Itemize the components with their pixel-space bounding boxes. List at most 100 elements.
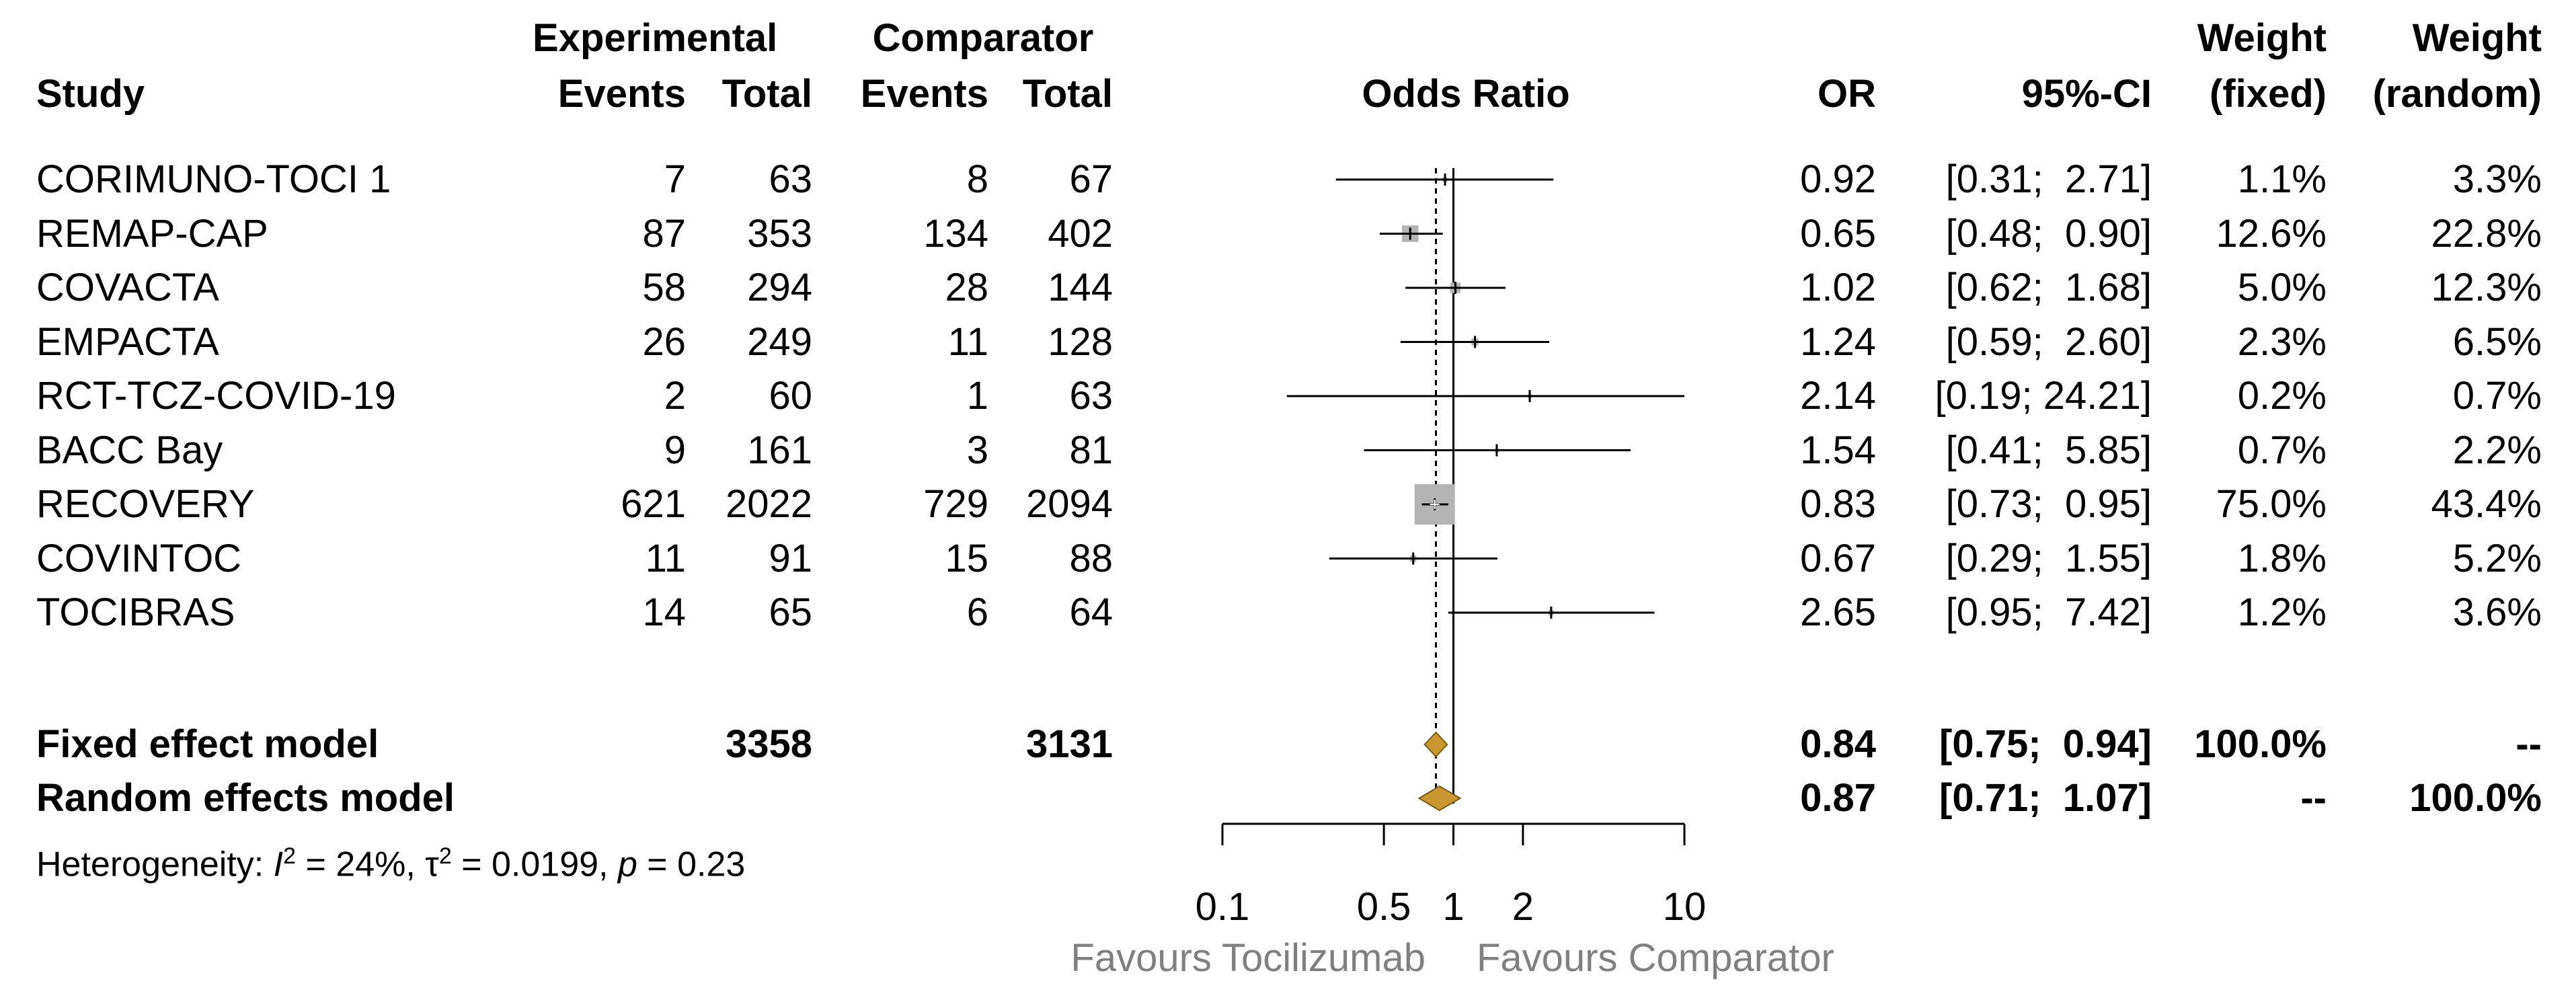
study-name: COVACTA	[36, 266, 219, 309]
study-ci: [0.95; 7.42]	[1945, 590, 2152, 634]
weight-fixed: 1.2%	[2237, 590, 2327, 634]
weight-fixed: 12.6%	[2216, 212, 2327, 256]
header-random: (random)	[2372, 72, 2542, 116]
header-or: OR	[1818, 72, 1876, 116]
exp-total: 91	[769, 537, 812, 580]
exp-events: 87	[642, 212, 686, 256]
weight-fixed: 2.3%	[2237, 320, 2327, 364]
comp-total: 402	[1048, 212, 1113, 256]
exp-events: 11	[645, 537, 686, 580]
study-or: 1.54	[1800, 428, 1876, 472]
study-name: RCT-TCZ-COVID-19	[36, 374, 396, 418]
favours-right-label: Favours Comparator	[1477, 936, 1834, 980]
weight-random: 3.6%	[2452, 590, 2542, 634]
study-ci: [0.31; 2.71]	[1945, 157, 2152, 201]
random-weight-fixed: --	[2300, 776, 2327, 820]
weight-fixed: 1.1%	[2237, 157, 2327, 201]
random-model-label: Random effects model	[36, 776, 455, 820]
comp-total: 63	[1069, 374, 1113, 418]
exp-total: 353	[747, 212, 812, 256]
study-ci: [0.19; 24.21]	[1935, 374, 2152, 418]
fixed-weight-random: --	[2515, 722, 2542, 766]
comp-total: 81	[1069, 428, 1113, 472]
weight-random: 6.5%	[2452, 320, 2542, 364]
exp-total: 60	[769, 374, 812, 418]
exp-total: 2022	[725, 482, 812, 526]
study-or: 2.65	[1800, 590, 1876, 634]
weight-fixed: 0.2%	[2237, 374, 2327, 418]
study-or: 0.83	[1800, 482, 1876, 526]
fixed-exp-total: 3358	[725, 722, 812, 766]
fixed-or: 0.84	[1800, 722, 1876, 766]
header-weight-random: Weight	[2412, 16, 2542, 60]
header-comp-total: Total	[1022, 72, 1113, 116]
study-name: COVINTOC	[36, 537, 242, 580]
header-exp-events: Events	[557, 72, 686, 116]
weight-random: 3.3%	[2452, 157, 2542, 201]
comp-events: 134	[923, 212, 988, 256]
header-comparator: Comparator	[872, 16, 1094, 60]
study-name: CORIMUNO-TOCI 1	[36, 157, 391, 201]
comp-events: 8	[966, 157, 988, 201]
comp-events: 729	[923, 482, 988, 526]
study-ci: [0.59; 2.60]	[1945, 320, 2152, 364]
exp-events: 58	[642, 266, 686, 309]
comp-events: 11	[947, 320, 988, 364]
header-exp-total: Total	[721, 72, 812, 116]
study-or: 0.92	[1800, 157, 1876, 201]
study-or: 2.14	[1800, 374, 1876, 418]
comp-total: 144	[1048, 266, 1113, 309]
header-experimental: Experimental	[533, 16, 778, 60]
fixed-effect-diamond	[1423, 731, 1448, 758]
weight-fixed: 75.0%	[2216, 482, 2327, 526]
exp-events: 621	[621, 482, 686, 526]
random-ci: [0.71; 1.07]	[1939, 776, 2152, 820]
x-axis-tick-label: 1	[1442, 885, 1464, 929]
study-ci: [0.29; 1.55]	[1945, 537, 2152, 580]
weight-random: 2.2%	[2452, 428, 2542, 472]
comp-total: 64	[1069, 590, 1113, 634]
study-ci: [0.73; 0.95]	[1945, 482, 2152, 526]
header-comp-events: Events	[860, 72, 988, 116]
study-ci: [0.41; 5.85]	[1945, 428, 2152, 472]
exp-events: 14	[642, 590, 686, 634]
weight-random: 12.3%	[2431, 266, 2542, 309]
weight-random: 0.7%	[2452, 374, 2542, 418]
favours-left-label: Favours Tocilizumab	[1070, 936, 1426, 980]
comp-total: 128	[1048, 320, 1113, 364]
fixed-model-label: Fixed effect model	[36, 722, 379, 766]
header-weight-fixed: Weight	[2197, 16, 2327, 60]
study-or: 0.67	[1800, 537, 1876, 580]
comp-events: 28	[945, 266, 988, 309]
x-axis-tick-label: 0.5	[1357, 885, 1411, 929]
random-weight-random: 100.0%	[2409, 776, 2542, 820]
exp-events: 9	[664, 428, 686, 472]
header-ci: 95%-CI	[2021, 72, 2152, 116]
x-axis-tick-label: 10	[1663, 885, 1707, 929]
exp-total: 65	[769, 590, 812, 634]
header-odds-ratio: Odds Ratio	[1362, 72, 1570, 116]
weight-random: 43.4%	[2431, 482, 2542, 526]
weight-fixed: 5.0%	[2237, 266, 2327, 309]
header-fixed: (fixed)	[2210, 72, 2327, 116]
exp-total: 249	[747, 320, 812, 364]
comp-events: 15	[945, 537, 988, 580]
comp-events: 6	[966, 590, 988, 634]
weight-fixed: 0.7%	[2237, 428, 2327, 472]
fixed-ci: [0.75; 0.94]	[1939, 722, 2152, 766]
header-study: Study	[36, 72, 145, 116]
fixed-weight-fixed: 100.0%	[2194, 722, 2327, 766]
exp-events: 7	[664, 157, 686, 201]
exp-total: 161	[747, 428, 812, 472]
weight-random: 22.8%	[2431, 212, 2542, 256]
study-or: 1.02	[1800, 266, 1876, 309]
study-name: BACC Bay	[36, 428, 223, 472]
study-name: TOCIBRAS	[36, 590, 235, 634]
comp-total: 67	[1069, 157, 1113, 201]
comp-events: 1	[966, 374, 988, 418]
x-axis-tick-label: 0.1	[1196, 885, 1250, 929]
comp-total: 88	[1069, 537, 1113, 580]
study-name: REMAP-CAP	[36, 212, 268, 256]
heterogeneity-text: Heterogeneity: I2 = 24%, τ2 = 0.0199, p …	[36, 843, 746, 884]
